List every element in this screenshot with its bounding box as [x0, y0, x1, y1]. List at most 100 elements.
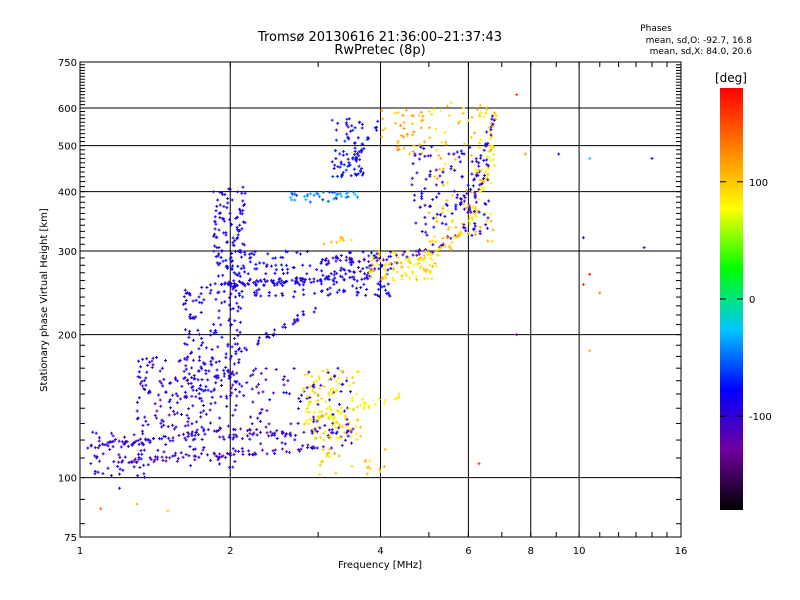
data-point — [461, 106, 465, 110]
data-point — [162, 434, 166, 438]
data-point — [230, 345, 234, 349]
data-point — [351, 128, 355, 132]
data-point — [468, 146, 472, 150]
data-point — [327, 435, 331, 439]
data-point — [515, 333, 519, 337]
data-point — [333, 270, 337, 274]
x-axis-label: Frequency [MHz] — [338, 560, 422, 571]
data-point — [191, 338, 195, 342]
data-point — [190, 422, 194, 426]
data-point — [428, 269, 432, 273]
data-point — [588, 272, 592, 276]
data-point — [183, 342, 187, 346]
data-point — [91, 430, 95, 434]
data-point — [386, 282, 390, 286]
data-point — [184, 438, 188, 442]
data-point — [236, 233, 240, 237]
data-point — [384, 269, 388, 273]
data-point — [447, 225, 451, 229]
data-point — [325, 263, 329, 267]
data-point — [463, 196, 467, 200]
data-point — [470, 160, 474, 164]
data-point — [224, 365, 228, 369]
data-point — [125, 440, 129, 444]
data-point — [140, 452, 144, 456]
data-point — [319, 282, 323, 286]
data-point — [349, 428, 353, 432]
data-point — [262, 283, 266, 287]
data-point — [235, 379, 239, 383]
data-point — [255, 428, 259, 432]
data-point — [434, 127, 438, 131]
data-point — [458, 119, 462, 123]
data-point — [312, 277, 316, 281]
data-point — [333, 389, 337, 393]
data-point — [489, 121, 493, 125]
data-point — [334, 259, 338, 263]
data-point — [486, 164, 490, 168]
data-point — [277, 278, 281, 282]
data-point — [489, 133, 493, 137]
data-point — [361, 171, 365, 175]
data-point — [184, 364, 188, 368]
data-point — [301, 288, 305, 292]
data-point — [415, 253, 419, 257]
data-point — [130, 460, 134, 464]
data-point — [242, 243, 246, 247]
data-point — [328, 292, 332, 296]
data-point — [262, 277, 266, 281]
data-point — [598, 291, 602, 295]
data-point — [460, 232, 464, 236]
data-point — [315, 446, 319, 450]
data-point — [324, 257, 328, 261]
data-point — [317, 393, 321, 397]
data-point — [228, 317, 232, 321]
data-point — [313, 431, 317, 435]
data-point — [482, 115, 486, 119]
data-point — [256, 416, 260, 420]
data-point — [96, 446, 100, 450]
data-point — [217, 290, 221, 294]
data-point — [337, 422, 341, 426]
data-point — [423, 215, 427, 219]
data-point — [156, 448, 160, 452]
data-point — [241, 295, 245, 299]
data-point — [240, 384, 244, 388]
data-point — [343, 438, 347, 442]
data-point — [299, 252, 303, 256]
data-point — [181, 432, 185, 436]
data-point — [153, 458, 157, 462]
data-point — [445, 198, 449, 202]
data-point — [273, 452, 277, 456]
data-point — [329, 272, 333, 276]
data-point — [436, 252, 440, 256]
data-point — [353, 146, 357, 150]
data-point — [274, 263, 278, 267]
data-point — [421, 114, 425, 118]
data-point — [373, 267, 377, 271]
data-point — [139, 365, 143, 369]
data-point — [452, 234, 456, 238]
data-point — [281, 293, 285, 297]
data-point — [424, 249, 428, 253]
data-point — [314, 436, 318, 440]
data-point — [201, 448, 205, 452]
data-point — [89, 462, 93, 466]
data-point — [313, 446, 317, 450]
data-point — [450, 212, 454, 216]
data-point — [135, 400, 139, 404]
data-point — [195, 428, 199, 432]
data-point — [228, 451, 232, 455]
data-point — [351, 284, 355, 288]
data-point — [213, 282, 217, 286]
data-point — [135, 502, 139, 506]
data-point — [478, 103, 482, 107]
data-point — [474, 200, 478, 204]
data-point — [329, 414, 333, 418]
data-point — [162, 377, 166, 381]
data-point — [289, 422, 293, 426]
data-point — [485, 219, 489, 223]
data-point — [320, 459, 324, 463]
data-point — [360, 277, 364, 281]
data-point — [289, 434, 293, 438]
